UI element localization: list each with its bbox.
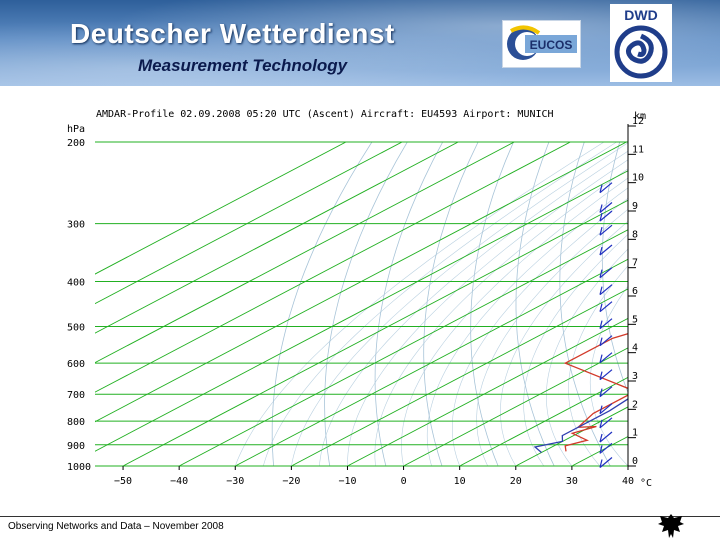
x-tick-label: −20	[282, 476, 300, 487]
km-tick-label: 3	[632, 371, 638, 382]
dry-adiabat	[644, 121, 720, 466]
km-tick-label: 9	[632, 201, 638, 212]
header-subtitle: Measurement Technology	[138, 56, 347, 76]
dwd-logo-text: DWD	[624, 7, 657, 23]
isotherm-line	[347, 121, 720, 466]
pressure-tick-label: 700	[67, 390, 85, 401]
slide-header: Deutscher Wetterdienst Measurement Techn…	[0, 0, 720, 86]
dry-adiabat	[272, 121, 386, 466]
moist-adiabat	[524, 121, 720, 466]
pressure-tick-label: 400	[67, 278, 85, 289]
isotherm-line	[123, 121, 720, 466]
isotherm-line	[11, 121, 667, 466]
wind-barb	[600, 319, 612, 329]
isotherm-line	[460, 121, 720, 466]
km-tick-label: 0	[632, 456, 638, 467]
isotherm-line	[291, 121, 720, 466]
isotherm-line	[235, 121, 720, 466]
km-tick-label: 12	[632, 116, 644, 127]
moist-adiabat	[319, 121, 674, 466]
isotherm-line	[0, 121, 386, 466]
dry-adiabat	[516, 121, 558, 466]
x-tick-label: −30	[226, 476, 244, 487]
footer-text: Observing Networks and Data – November 2…	[8, 521, 224, 532]
wind-barb	[600, 211, 612, 221]
km-tick-label: 2	[632, 399, 638, 410]
km-tick-label: 7	[632, 258, 638, 269]
wind-barb	[600, 387, 612, 397]
dry-adiabat	[471, 121, 524, 466]
x-tick-label: 20	[510, 476, 522, 487]
wind-barb	[600, 268, 612, 278]
km-tick-label: 1	[632, 428, 638, 439]
wind-barb	[600, 245, 612, 255]
pressure-tick-label: 900	[67, 441, 85, 452]
header-title: Deutscher Wetterdienst	[70, 18, 395, 50]
km-tick-label: 11	[632, 144, 644, 155]
x-tick-label: 30	[566, 476, 578, 487]
eucos-logo-text: EUCOS	[530, 38, 573, 52]
wind-barb	[600, 370, 612, 380]
moist-adiabat	[452, 121, 720, 466]
km-tick-label: 4	[632, 343, 638, 354]
pressure-tick-label: 800	[67, 417, 85, 428]
km-tick-label: 10	[632, 173, 644, 184]
isotherm-line	[516, 121, 720, 466]
moist-adiabat	[569, 121, 720, 466]
dry-adiabat	[375, 121, 455, 466]
federal-eagle-icon	[656, 512, 686, 540]
pressure-tick-label: 300	[67, 220, 85, 231]
isotherm-line	[572, 121, 720, 466]
pressure-tick-label: 600	[67, 359, 85, 370]
moist-adiabat	[427, 121, 720, 466]
x-tick-label: −50	[114, 476, 132, 487]
x-axis-label: °C	[640, 478, 652, 489]
x-tick-label: 0	[401, 476, 407, 487]
wind-barb	[600, 418, 612, 428]
km-tick-label: 6	[632, 286, 638, 297]
x-tick-label: 10	[454, 476, 466, 487]
dry-adiabat	[683, 121, 720, 466]
pressure-tick-label: 200	[67, 138, 85, 149]
wind-barb	[600, 432, 612, 442]
moist-adiabat	[375, 121, 699, 466]
dwd-logo: DWD	[610, 4, 672, 82]
skewt-chart: AMDAR-Profile 02.09.2008 05:20 UTC (Asce…	[0, 86, 720, 516]
isotherm-line	[0, 121, 611, 466]
footer-divider	[0, 516, 720, 517]
chart-title: AMDAR-Profile 02.09.2008 05:20 UTC (Asce…	[96, 109, 554, 120]
x-tick-label: −40	[170, 476, 188, 487]
wind-barb	[600, 225, 612, 235]
km-tick-label: 5	[632, 314, 638, 325]
eucos-logo: EUCOS	[502, 20, 581, 68]
x-tick-label: −10	[338, 476, 356, 487]
isotherm-line	[0, 121, 498, 466]
pressure-tick-label: 500	[67, 322, 85, 333]
wind-barb	[600, 336, 612, 346]
km-tick-label: 8	[632, 229, 638, 240]
y-axis-label: hPa	[67, 124, 85, 135]
pressure-tick-label: 1000	[67, 462, 91, 473]
x-tick-label: 40	[622, 476, 634, 487]
